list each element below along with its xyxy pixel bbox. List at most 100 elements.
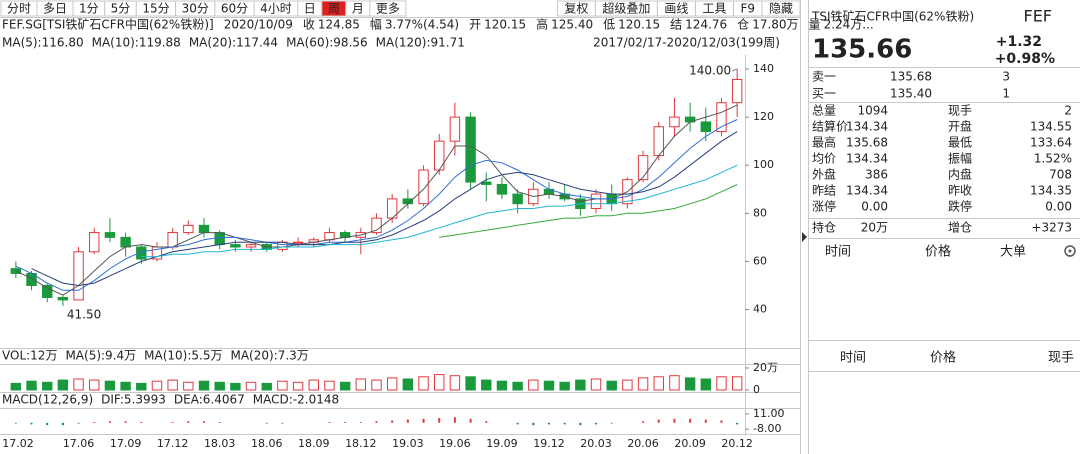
candle-body xyxy=(198,224,210,234)
tab-label[interactable]: 多日 xyxy=(43,2,67,16)
info-text: 120.15 xyxy=(618,18,660,32)
volume-bar xyxy=(512,381,523,391)
candle-body xyxy=(700,121,712,133)
volume-bar xyxy=(402,378,414,391)
volume-bar xyxy=(245,381,257,391)
tab-label[interactable]: 周 xyxy=(328,2,340,16)
macd-legend: DEA:6.4067 xyxy=(174,393,245,407)
info-text: 124.85 xyxy=(318,18,360,32)
volume-bar xyxy=(308,379,319,391)
volume-bar xyxy=(418,376,429,391)
last-price: 135.66 xyxy=(812,35,912,65)
volume-bar xyxy=(104,380,116,391)
tab-label[interactable]: 分时 xyxy=(7,2,31,16)
x-tick-label: 18.09 xyxy=(298,437,330,450)
tab-label[interactable]: 4小时 xyxy=(260,2,292,16)
candle-body xyxy=(167,232,178,248)
stat-label: 振幅 xyxy=(948,151,972,166)
volume-bar xyxy=(26,380,37,391)
volume-bar xyxy=(292,381,304,391)
info-text: 高 xyxy=(536,17,548,32)
book-side: 买一 xyxy=(812,87,836,101)
tab-label[interactable]: 月 xyxy=(352,2,364,16)
candle-body xyxy=(481,181,492,185)
tab-label[interactable]: 30分 xyxy=(182,2,209,16)
column-header: 时间 xyxy=(840,351,866,366)
x-tick-label: 20.12 xyxy=(721,437,753,450)
tab-label[interactable]: 15分 xyxy=(142,2,169,16)
tool-label[interactable]: 隐藏 xyxy=(769,2,793,16)
stat-value: 1.52% xyxy=(1034,152,1072,166)
info-text: 量 xyxy=(809,18,821,32)
tool-label[interactable]: 超级叠加 xyxy=(602,1,650,16)
candle-body xyxy=(136,246,147,260)
x-tick-label: 17.09 xyxy=(110,437,142,450)
legend-entry: MA(120):91.71 xyxy=(376,36,465,50)
tab-label[interactable]: 1分 xyxy=(79,2,99,16)
volume-bar xyxy=(261,382,272,391)
macd-legend: DIF:5.3993 xyxy=(101,393,166,407)
gear-center[interactable] xyxy=(1068,249,1072,253)
gear[interactable] xyxy=(1064,245,1076,257)
tool-label[interactable]: 复权 xyxy=(564,2,588,16)
candle-body xyxy=(731,78,743,104)
ma-line xyxy=(141,164,738,258)
candle-body xyxy=(292,241,304,244)
candle-body xyxy=(496,183,508,195)
max-label: 140.00 xyxy=(689,64,731,78)
book-price: 135.40 xyxy=(890,87,932,101)
tab-label[interactable]: 更多 xyxy=(376,2,400,16)
volume-bar xyxy=(41,381,53,391)
volume-tick-label: 20万 xyxy=(753,361,778,374)
volume-bar xyxy=(214,381,225,391)
candle-body xyxy=(637,155,649,181)
x-tick-label: 18.06 xyxy=(251,437,283,450)
volume-bar xyxy=(590,378,602,391)
stat-label: 开盘 xyxy=(948,119,972,134)
macd-legend: MACD:-2.0148 xyxy=(253,393,339,407)
info-text: 仓 xyxy=(737,18,749,32)
max-pointer xyxy=(731,68,738,72)
stat-value: 134.55 xyxy=(1030,120,1072,134)
info-text: 124.76 xyxy=(685,18,727,32)
volume-bar xyxy=(449,375,461,391)
volume-bar xyxy=(230,382,241,391)
tab-label[interactable]: 60分 xyxy=(221,2,248,16)
stat-label: 最低 xyxy=(948,136,972,150)
tool-label[interactable]: F9 xyxy=(740,2,755,16)
info-text: 120.15 xyxy=(484,18,526,32)
ma-line xyxy=(15,119,738,291)
y-tick-label: 80 xyxy=(753,206,767,219)
volume-bar xyxy=(731,376,743,391)
volume-bar xyxy=(716,376,727,391)
column-header: 大单 xyxy=(1000,245,1026,260)
stat-label: 持仓 xyxy=(812,220,836,235)
volume-bar xyxy=(277,380,288,391)
book-size: 3 xyxy=(1002,70,1010,84)
volume-bar xyxy=(528,379,539,391)
x-tick-label: 19.12 xyxy=(533,437,565,450)
candle-body xyxy=(57,296,69,301)
volume-bar xyxy=(637,377,649,391)
settings-icon[interactable] xyxy=(1064,245,1076,257)
stat-value: 135.68 xyxy=(846,136,888,150)
column-header: 时间 xyxy=(825,245,851,260)
tool-button[interactable] xyxy=(556,0,596,17)
macd-tick-label: 11.00 xyxy=(753,407,785,420)
collapse-arrow[interactable] xyxy=(802,232,807,242)
tab-button[interactable] xyxy=(369,0,407,17)
tab-label[interactable]: 5分 xyxy=(111,2,131,16)
tab-label[interactable]: 日 xyxy=(304,2,316,16)
volume-bar xyxy=(73,378,84,391)
tool-label[interactable]: 画线 xyxy=(664,2,688,16)
stat-label: 涨停 xyxy=(812,199,836,214)
legend-entry: MA(10):119.88 xyxy=(92,36,181,50)
tool-label[interactable]: 工具 xyxy=(702,2,726,16)
info-text: 幅 xyxy=(370,17,382,32)
volume-bar xyxy=(653,376,664,391)
volume-tick-label: 0 xyxy=(753,383,760,396)
stat-value: +3273 xyxy=(1031,221,1072,235)
x-tick-label: 17.12 xyxy=(157,437,189,450)
book-size: 1 xyxy=(1002,87,1010,101)
y-tick-label: 140 xyxy=(753,62,774,75)
